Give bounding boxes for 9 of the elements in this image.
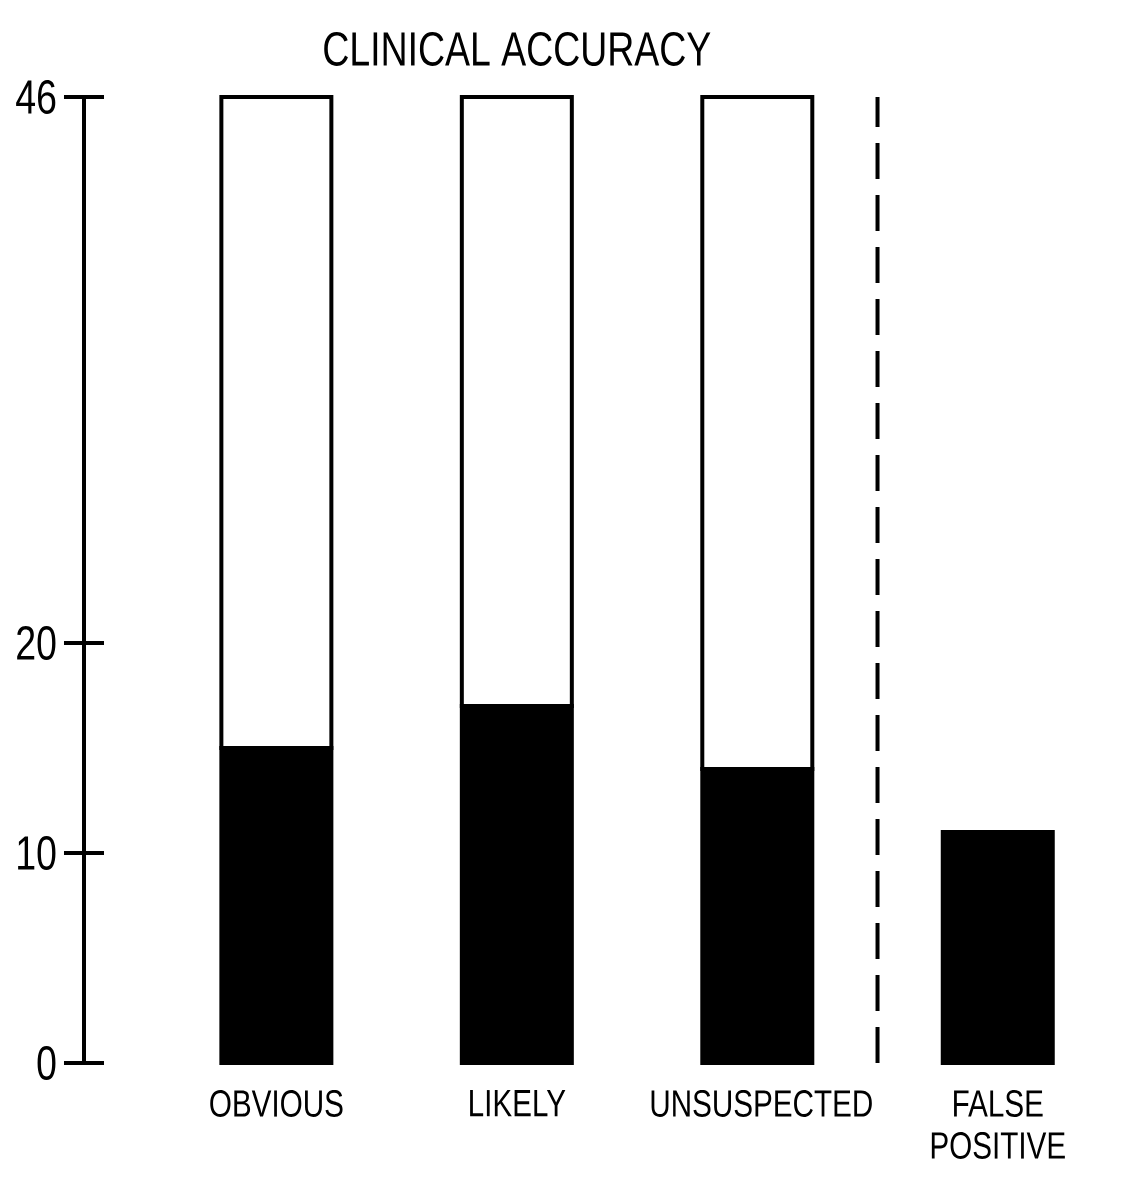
x-tick-label: FALSE POSITIVE [931,1090,1065,1159]
y-tick-label: 10 [18,836,56,870]
x-tick-label: LIKELY [470,1090,566,1117]
y-tick-label: 20 [17,626,56,660]
chart-title: CLINICAL ACCURACY [324,31,711,66]
y-tick-label: 0 [37,1046,56,1080]
y-tick-label: 46 [16,80,56,114]
x-tick-label: OBVIOUS [210,1090,343,1117]
x-tick-label: UNSUSPECTED [651,1090,872,1117]
